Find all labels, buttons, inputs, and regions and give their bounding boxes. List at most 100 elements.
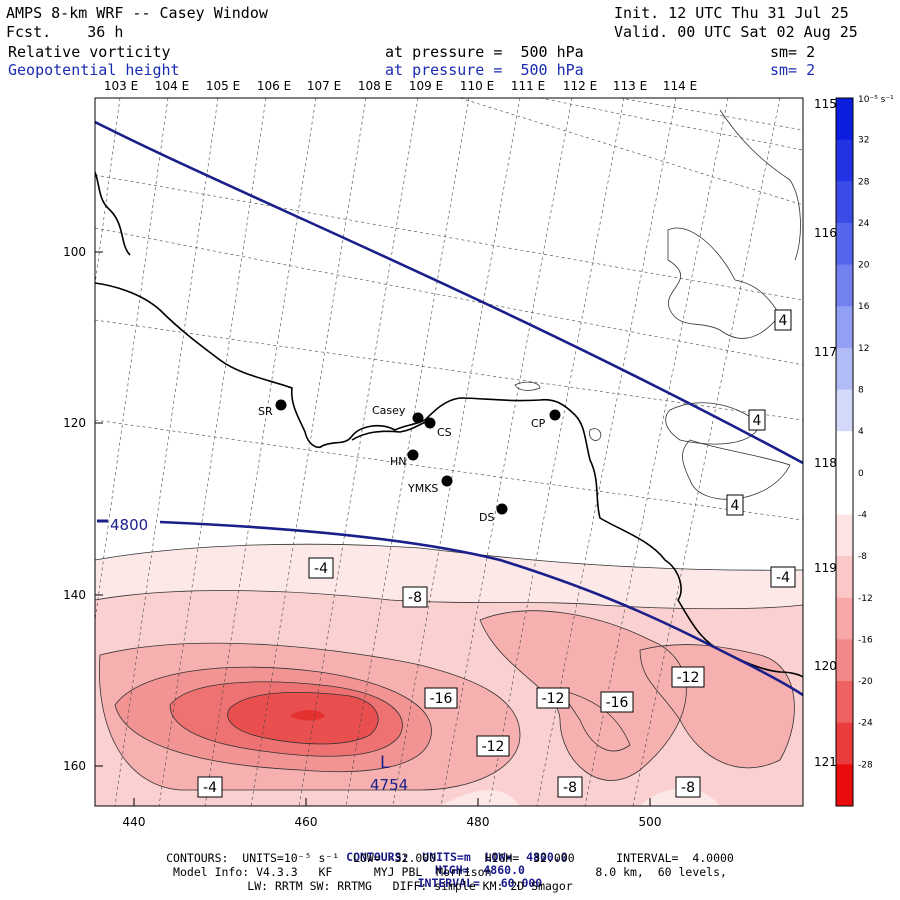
chart-title: AMPS 8-km WRF -- Casey Window — [6, 4, 268, 22]
colorbar-segment — [836, 639, 853, 682]
height-contour-high: HIGH= 4860.0 — [434, 863, 525, 877]
vorticity-label: -8 — [408, 590, 422, 606]
colorbar-label: 12 — [858, 344, 869, 354]
vorticity-label-box — [557, 776, 583, 798]
y-tick-label: 100 — [63, 245, 86, 259]
field2-name: Geopotential height — [8, 61, 180, 79]
colorbar-label: -16 — [858, 635, 873, 645]
y-tick-label: 160 — [63, 759, 86, 773]
colorbar-segment — [836, 431, 853, 474]
colorbar-label: 0 — [858, 469, 864, 479]
station-marker — [407, 449, 419, 461]
colorbar-label: 16 — [858, 302, 870, 312]
field1-level: at pressure = 500 hPa — [385, 43, 584, 61]
x-tick-label: 500 — [639, 815, 662, 829]
longitude-label: 110 E — [460, 79, 494, 93]
vorticity-label-box — [424, 687, 458, 709]
vorticity-label: 4 — [779, 313, 788, 329]
colorbar-label: -12 — [858, 594, 873, 604]
colorbar-segment — [836, 764, 853, 807]
plot-frame — [94, 97, 804, 807]
height-label: 4754 — [370, 776, 408, 794]
station-marker — [412, 412, 424, 424]
vorticity-label-box — [197, 776, 223, 798]
x-tick-label: 480 — [467, 815, 490, 829]
vorticity-label: -12 — [482, 739, 505, 755]
station-label: CS — [437, 426, 452, 439]
colorbar-label: 24 — [858, 219, 870, 229]
longitude-label: 106 E — [257, 79, 291, 93]
colorbar-segment — [836, 389, 853, 432]
stations: SR Casey CS HN YMKS CP DS — [258, 399, 561, 524]
meridians-parallels — [95, 98, 803, 806]
x-tick-label: 460 — [295, 815, 318, 829]
vorticity-label-box — [600, 691, 634, 713]
vorticity-label-box — [402, 586, 428, 608]
x-tick-label: 440 — [123, 815, 146, 829]
vorticity-label-box — [671, 666, 705, 688]
colorbar-label: 8 — [858, 386, 864, 396]
init-time: Init. 12 UTC Thu 31 Jul 25 — [614, 4, 849, 22]
colorbar-label: 4 — [858, 427, 864, 437]
colorbar-label: -28 — [858, 760, 873, 770]
longitude-label: 111 E — [511, 79, 545, 93]
y-tick-label: 120 — [63, 416, 86, 430]
colorbar-segment — [836, 139, 853, 182]
station-label: HN — [390, 455, 407, 468]
longitude-label: 113 E — [613, 79, 647, 93]
colorbar-segment — [836, 514, 853, 557]
plot-ticks — [95, 251, 651, 806]
colorbar-segment — [836, 597, 853, 640]
station-marker — [441, 475, 453, 487]
colorbar-segment — [836, 181, 853, 224]
height-contour-interval: INTERVAL= 60.000 — [417, 876, 543, 890]
colorbar-segment — [836, 98, 853, 141]
longitude-label: 107 E — [307, 79, 341, 93]
vorticity-label: -4 — [203, 780, 217, 796]
colorbar-segment — [836, 264, 853, 307]
vorticity-label-box — [675, 776, 701, 798]
colorbar-label: 20 — [858, 261, 870, 271]
station-marker — [275, 399, 287, 411]
field1-name: Relative vorticity — [8, 43, 171, 61]
longitude-label: 103 E — [104, 79, 138, 93]
longitude-label: 105 E — [206, 79, 240, 93]
colorbar-unit: 10⁻⁵ s⁻¹ — [858, 95, 894, 105]
station-marker — [424, 417, 436, 429]
vorticity-label-box — [476, 735, 510, 757]
field2-smoothing: sm= 2 — [770, 61, 816, 79]
field1-smoothing: sm= 2 — [770, 43, 816, 61]
station-label: YMKS — [407, 482, 438, 495]
longitude-label: 104 E — [155, 79, 189, 93]
vorticity-contours — [95, 109, 803, 791]
colorbar-segment — [836, 681, 853, 724]
colorbar-segment — [836, 722, 853, 765]
station-marker — [549, 409, 561, 421]
footer-line-1: CONTOURS: UNITS=m LOW= 4800.0 HIGH= 4860… — [0, 838, 900, 890]
vorticity-label-box — [774, 309, 792, 331]
station-label: CP — [531, 417, 546, 430]
contour-labels: 4800 4754 L 4 4 4 -4 -4 -8 -16 -12 -16 -12 -12 -4 -8 -8 — [97, 309, 796, 798]
vorticity-label-box — [748, 409, 766, 431]
vorticity-label: -4 — [776, 570, 790, 586]
colorbar-label: -8 — [858, 552, 867, 562]
colorbar-label: -4 — [858, 510, 867, 520]
station-marker — [496, 503, 508, 515]
field2-level: at pressure = 500 hPa — [385, 61, 584, 79]
vorticity-label: -8 — [681, 780, 695, 796]
geopotential-contours — [95, 120, 803, 697]
vorticity-label: -4 — [314, 561, 328, 577]
low-marker: L — [380, 753, 390, 773]
station-label: Casey — [372, 404, 406, 417]
vorticity-label: 4 — [731, 498, 740, 514]
vorticity-label-box — [726, 494, 744, 516]
colorbar-label: -24 — [858, 719, 873, 729]
colorbar-label: 32 — [858, 136, 869, 146]
height-contour-spec: CONTOURS: UNITS=m LOW= 4800.0 — [346, 850, 568, 864]
footer-line-3: Model Info: V4.3.3 KF MYJ PBL Morrison 8… — [173, 865, 727, 879]
vorticity-label: -16 — [606, 695, 629, 711]
vorticity-label-box — [308, 557, 334, 579]
footer-line-4: LW: RRTM SW: RRTMG DIFF: simple KM: 2D S… — [247, 879, 573, 893]
valid-time: Valid. 00 UTC Sat 02 Aug 25 — [614, 23, 858, 41]
colorbar-segment — [836, 347, 853, 391]
